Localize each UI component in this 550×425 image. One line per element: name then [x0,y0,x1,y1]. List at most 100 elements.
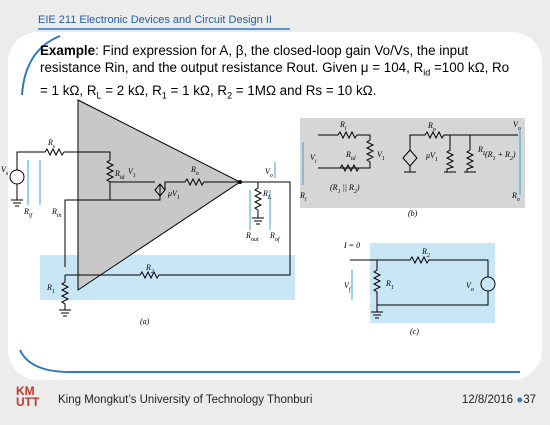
circuit-label: Ro [511,191,520,203]
symbol: ) [512,150,516,159]
symbol: R [114,169,120,178]
symbol: V [466,281,472,290]
circuit-label: Ro [190,165,199,177]
circuit-label: RL [477,145,487,157]
circuit-label: Ri [299,191,307,203]
symbol: I = 0 [343,241,360,250]
circuit-label: Vs [1,165,9,177]
text: : Find expression for A, β, the closed-l… [40,43,469,75]
subscript: out [251,237,259,243]
figure-caption: (b) [408,209,418,218]
subscript: o [517,197,520,203]
logo: KM UTT [16,384,40,409]
subscript: in [57,213,62,219]
symbol: R [339,120,345,129]
symbol: R [421,247,427,256]
subscript: 2 [151,269,154,275]
symbol: R [427,121,433,130]
subscript: o [196,171,199,177]
circuit-label: V1 [377,150,385,162]
circuit-label: Ro [427,121,436,133]
subscript: 2 [354,189,357,195]
circuit-label: Vo [466,281,474,293]
symbol: R [47,138,53,147]
logo-text: KM [16,384,35,398]
symbol: R [145,263,151,272]
symbol: (R [485,150,493,159]
symbol: R [46,283,52,292]
symbol: R [51,207,57,216]
symbol: V [265,167,271,176]
subscript: o [270,173,273,179]
symbol: R [511,191,517,200]
symbol: R [245,231,251,240]
subscript: s [6,171,9,177]
circuit-label: Rs [47,138,56,150]
symbol: V [344,281,350,290]
frame-arc [19,35,520,373]
subscript: id [351,156,357,162]
measure-arrows [27,160,276,230]
symbol: V [513,120,519,129]
circuit-label: Rif [23,207,34,219]
symbol: μV [425,151,436,160]
text: = 1 kΩ, R [166,82,228,98]
symbol: || R [341,183,354,192]
subscript: 2 [510,156,513,162]
subscript: of [275,236,281,243]
symbol: R [299,191,305,200]
circuit-label: I = 0 [343,241,360,250]
beta-box-c [370,243,495,323]
subscript: 2 [427,253,430,259]
node [238,180,242,184]
text: = 1MΩ and Rs = 10 kΩ. [232,82,377,98]
circuit-label: V1 [128,167,136,179]
symbol: R [385,279,391,288]
subscript: 2 [227,90,233,101]
symbol: R [262,189,268,198]
text: =100 kΩ, Ro = 1 kΩ, R [40,60,510,98]
subscript: 1 [338,189,341,195]
circuit-label: R1 [46,283,55,295]
subscript: 1 [493,156,496,162]
circuit-label: Rin [51,207,62,219]
subscript: 1 [133,173,136,179]
circuit-label: (R1 + R2) [485,150,516,162]
date: 12/8/2016 [461,394,514,406]
subscript: L [267,195,272,201]
emphasis: Example [40,43,96,58]
subscript: L [482,151,487,157]
logo-text: UTT [16,395,40,409]
circuit-label: Vi [310,153,317,165]
circuit-label: Rid [345,150,357,162]
circuit-label: RL [262,189,272,201]
circuit-label: Vf [344,281,352,293]
subscript: if [29,212,34,219]
symbol: V [128,167,134,176]
subscript: 1 [52,289,55,295]
circuit-label: R2 [145,263,154,275]
figure-caption: (c) [410,327,419,336]
subscript: i [305,197,307,203]
symbol: R [269,231,275,240]
circuit-label: R2 [421,247,430,259]
page-number: 37 [523,394,536,406]
circuit-label: R1 [385,279,394,291]
subscript: id [120,175,126,181]
circuit-label: Rout [245,231,259,243]
subscript: i [345,126,347,132]
symbol: V [310,153,316,162]
problem-text: Example: Find expression for A, β, the c… [40,42,520,104]
circuit-label: μV1 [425,151,438,163]
text: = 2 kΩ, R [101,82,162,98]
subscript: f [349,286,352,293]
source-c [480,276,496,292]
subscript: id [423,67,431,78]
subscript: o [518,126,521,132]
circuit-label: μV1 [167,189,180,201]
symbol: R [23,207,29,216]
symbol: R [190,165,196,174]
university: King Mongkut’s University of Technology … [58,394,313,406]
